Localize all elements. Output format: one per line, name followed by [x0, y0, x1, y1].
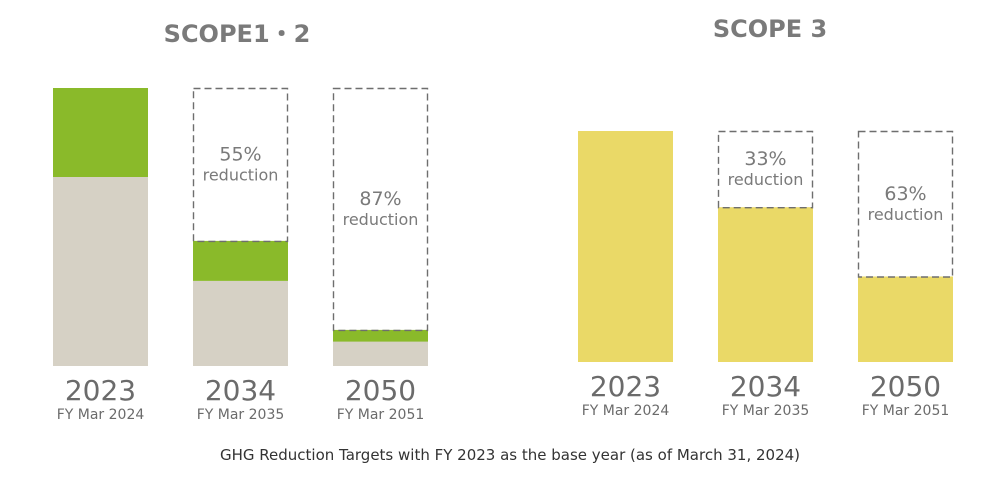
scope3-title: SCOPE 3: [713, 15, 827, 43]
scope1-2-bar-2023-segment-1: [53, 177, 148, 366]
scope3-year-label-2034: 2034: [730, 370, 801, 403]
scope3-fy-label-2034: FY Mar 2035: [722, 403, 810, 419]
scope1-2-fy-label-2034: FY Mar 2035: [197, 407, 285, 423]
scope3-reduction-pct-2050: 63%: [884, 183, 926, 205]
scope1-2-year-label-2034: 2034: [205, 374, 276, 407]
scope1-2-bar-2034-segment-2: [193, 240, 288, 281]
scope1-2-fy-label-2023: FY Mar 2024: [57, 407, 145, 423]
scope3-bar-2023-segment-1: [578, 131, 673, 362]
scope1-2-year-label-2050: 2050: [345, 374, 416, 407]
scope1-2-reduction-label-2050: reduction: [343, 210, 419, 229]
scope3-fy-label-2023: FY Mar 2024: [582, 403, 670, 419]
scope3-reduction-pct-2034: 33%: [744, 148, 786, 170]
scope1-2-title: SCOPE1・2: [164, 20, 311, 48]
scope1-2-fy-label-2050: FY Mar 2051: [337, 407, 425, 423]
scope3-fy-label-2050: FY Mar 2051: [862, 403, 950, 419]
scope1-2-reduction-pct-2050: 87%: [359, 188, 401, 210]
scope1-2-reduction-box-2050: [332, 87, 429, 332]
scope1-2-bar-2023-segment-2: [53, 88, 148, 177]
scope1-2-reduction-box-2034: [192, 87, 289, 243]
scope3-bar-2034-segment-1: [718, 207, 813, 362]
chart-caption: GHG Reduction Targets with FY 2023 as th…: [220, 446, 800, 464]
scope1-2-bar-2050-segment-2: [333, 329, 428, 342]
scope3-year-label-2023: 2023: [590, 370, 661, 403]
scope3-reduction-label-2034: reduction: [728, 170, 804, 189]
scope3-reduction-box-2034: [717, 130, 814, 209]
scope1-2-year-label-2023: 2023: [65, 374, 136, 407]
scope3-reduction-box-2050: [857, 130, 954, 278]
scope1-2-reduction-label-2034: reduction: [203, 165, 279, 184]
scope1-2-bar-2034-segment-1: [193, 280, 288, 366]
scope1-2-bar-2050-segment-1: [333, 341, 428, 366]
scope3-year-label-2050: 2050: [870, 370, 941, 403]
scope3-bar-2050-segment-1: [858, 276, 953, 362]
scope1-2-reduction-pct-2034: 55%: [219, 143, 261, 165]
scope3-reduction-label-2050: reduction: [868, 205, 944, 224]
